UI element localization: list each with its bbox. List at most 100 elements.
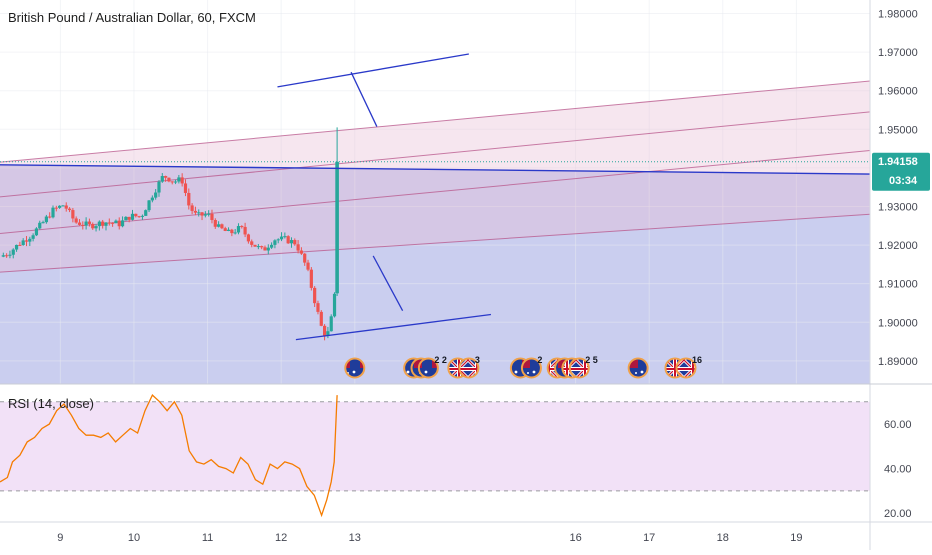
rsi-series (0, 394, 338, 518)
rsi-tick-label[interactable]: 40.00 (884, 464, 912, 476)
rsi-title: RSI (14, close) (8, 396, 94, 411)
candle-body (5, 255, 9, 257)
last-price-label: 1.94158 03:34 (872, 152, 930, 191)
channel-line[interactable] (0, 80, 871, 163)
candle-body (263, 247, 267, 251)
time-tick-label[interactable]: 12 (275, 532, 287, 544)
australia-flag-icon[interactable]: 2 2 (417, 355, 447, 379)
price-tick-label[interactable]: 1.98000 (878, 9, 918, 21)
price-tick-label[interactable]: 1.92000 (878, 240, 918, 252)
pattern-line[interactable] (350, 71, 378, 127)
price-tick-label[interactable]: 1.95000 (878, 124, 918, 136)
economic-events[interactable]: 2 2 3 2 2 5 16 (344, 355, 702, 379)
candle-body (220, 224, 224, 229)
candle-body (273, 240, 277, 245)
price-tick-label[interactable]: 1.91000 (878, 279, 918, 291)
drawing-lines[interactable] (0, 53, 871, 341)
candle-body (94, 226, 98, 229)
candle-body (223, 228, 227, 231)
candle-body (44, 216, 48, 223)
event-flag[interactable] (568, 357, 590, 379)
pattern-line[interactable] (295, 313, 492, 341)
uk-flag-icon[interactable]: 3 (458, 355, 480, 379)
triangle-zone[interactable] (0, 164, 870, 384)
event-flag[interactable] (675, 357, 697, 379)
candle-body (230, 229, 234, 234)
channel-line[interactable] (0, 213, 871, 273)
uk-flag-icon[interactable]: 16 (675, 355, 702, 379)
time-tick-label[interactable]: 13 (349, 532, 361, 544)
candle-body (58, 205, 62, 208)
candle-body (177, 177, 181, 182)
time-tick-label[interactable]: 17 (643, 532, 655, 544)
price-axis-ticks[interactable]: 1.98000 1.97000 1.96000 1.95000 1.93000 1.920… (878, 9, 918, 368)
event-count: 2 2 (434, 355, 447, 365)
candle-body (276, 239, 280, 241)
australia-flag-icon[interactable] (627, 357, 649, 379)
price-tick-label[interactable]: 1.93000 (878, 201, 918, 213)
event-flag[interactable] (417, 357, 439, 379)
candle-body (84, 221, 88, 226)
candle-body (111, 222, 115, 224)
australia-flag-icon[interactable] (344, 357, 366, 379)
candle-body (243, 226, 247, 235)
event-flag[interactable] (627, 357, 649, 379)
uk-flag-icon[interactable]: 2 5 (568, 355, 598, 379)
rsi-band-fill (0, 401, 870, 491)
time-tick-label[interactable]: 10 (128, 532, 140, 544)
candle-body (64, 205, 68, 209)
candle-body (203, 214, 207, 216)
candle-body (316, 303, 320, 312)
price-tick-label[interactable]: 1.90000 (878, 317, 918, 329)
candle-body (31, 235, 35, 239)
pattern-line[interactable] (372, 255, 404, 311)
candle-body (170, 181, 174, 183)
bar-countdown: 03:34 (889, 175, 918, 187)
channel-line[interactable] (0, 111, 871, 198)
candle-body (332, 293, 337, 317)
time-tick-label[interactable]: 11 (202, 532, 213, 544)
candle-body (309, 269, 313, 288)
candle-body (193, 210, 198, 213)
candle-body (269, 244, 274, 248)
time-tick-label[interactable]: 9 (57, 532, 63, 544)
candle-body (217, 224, 221, 227)
candle-body (97, 221, 101, 227)
candle-body (48, 216, 52, 218)
candle-body (34, 228, 39, 236)
price-tick-label[interactable]: 1.96000 (878, 86, 918, 98)
time-tick-label[interactable]: 16 (569, 532, 581, 544)
last-price-value: 1.94158 (878, 156, 918, 168)
candle-body (164, 176, 168, 178)
candle-body (326, 331, 330, 337)
channel-line[interactable] (0, 150, 871, 234)
candle-body (256, 246, 260, 248)
candle-body (180, 177, 184, 184)
time-tick-label[interactable]: 18 (717, 532, 729, 544)
time-axis-ticks[interactable]: 9 10 11 12 13 16 17 18 19 (57, 532, 802, 544)
rsi-tick-label[interactable]: 20.00 (884, 508, 912, 520)
candle-body (173, 181, 178, 183)
event-count: 16 (692, 355, 702, 365)
event-flag[interactable] (458, 357, 480, 379)
rsi-tick-label[interactable]: 60.00 (884, 419, 912, 431)
candle-body (187, 192, 191, 206)
price-tick-label[interactable]: 1.97000 (878, 47, 918, 59)
candle-body (91, 223, 95, 229)
time-tick-label[interactable]: 19 (790, 532, 802, 544)
event-flag[interactable] (344, 357, 366, 379)
candle-body (289, 240, 294, 244)
candle-body (11, 249, 15, 255)
candle-body (322, 325, 327, 337)
trend-line[interactable] (0, 164, 871, 175)
australia-flag-icon[interactable]: 2 (520, 355, 543, 379)
pattern-line[interactable] (277, 53, 469, 88)
candle-body (303, 253, 307, 263)
price-tick-label[interactable]: 1.89000 (878, 356, 918, 368)
candle-body (306, 262, 310, 270)
rsi-axis-ticks[interactable]: 60.00 40.00 20.00 (884, 419, 912, 520)
event-flag[interactable] (520, 357, 542, 379)
candle-body (266, 247, 270, 251)
